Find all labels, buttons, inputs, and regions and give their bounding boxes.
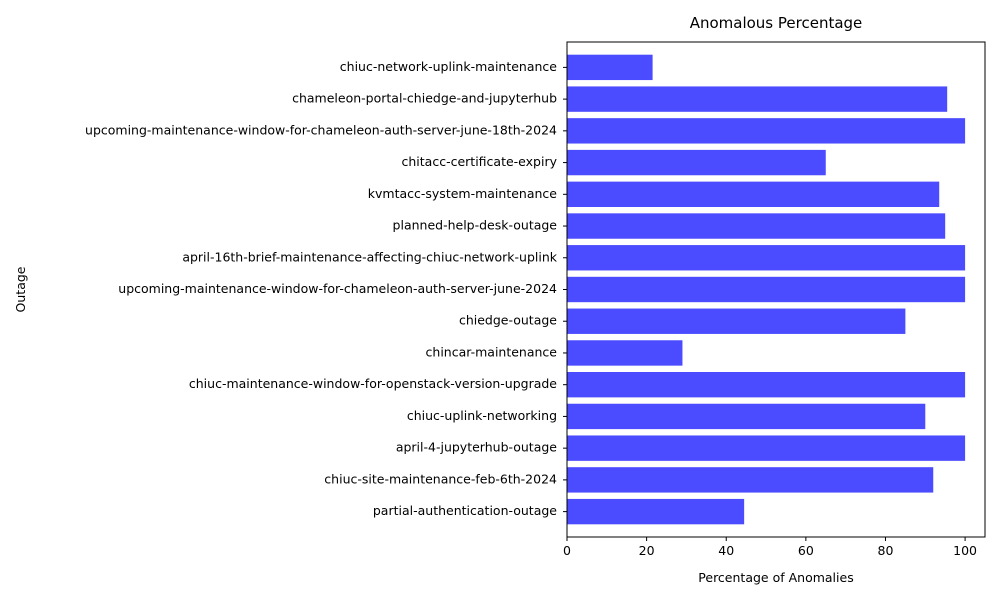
x-tick-label: 100	[953, 543, 977, 558]
y-tick-label: chiuc-network-uplink-maintenance	[340, 59, 558, 74]
y-tick-label: chincar-maintenance	[426, 344, 558, 359]
y-tick-label: planned-help-desk-outage	[393, 218, 558, 233]
bar-chiuc-site-maintenance-feb-6th-2024	[567, 467, 934, 493]
bar-chincar-maintenance	[567, 340, 683, 366]
y-tick-label: chiuc-site-maintenance-feb-6th-2024	[324, 471, 557, 486]
y-tick-label: april-16th-brief-maintenance-affecting-c…	[182, 249, 557, 264]
bar-chiedge-outage	[567, 308, 906, 334]
x-tick-label: 0	[563, 543, 571, 558]
y-tick-label: upcoming-maintenance-window-for-chameleo…	[85, 122, 557, 137]
bar-upcoming-maintenance-window-for-chameleon-auth-server-june-2024	[567, 276, 966, 303]
x-tick-label: 40	[718, 543, 734, 558]
y-tick-labels: partial-authentication-outage chiuc-site-…	[85, 59, 567, 518]
y-tick-label: chiuc-uplink-networking	[407, 408, 557, 423]
bar-chameleon-portal-chiedge-and-jupyterhub	[567, 86, 948, 112]
y-tick-label: april-4-jupyterhub-outage	[396, 440, 557, 455]
axes-frame	[566, 41, 986, 538]
bar-chiuc-network-uplink-maintenance	[567, 54, 653, 81]
x-axis-title: Percentage of Anomalies	[698, 570, 853, 585]
y-tick-label: upcoming-maintenance-window-for-chameleo…	[118, 281, 557, 296]
y-tick-label: chitacc-certificate-expiry	[402, 154, 558, 169]
bar-chiuc-maintenance-window-for-openstack-version-upgrade	[567, 372, 966, 398]
y-axis-title: Outage	[13, 266, 28, 312]
bar-chitacc-certificate-expiry	[567, 149, 826, 176]
chart-title: Anomalous Percentage	[690, 14, 863, 32]
y-tick-label: chiuc-maintenance-window-for-openstack-v…	[189, 376, 557, 391]
bar-upcoming-maintenance-window-for-chameleon-auth-server-june-18th-2024	[567, 118, 966, 144]
x-tick-label: 80	[878, 543, 894, 558]
y-tick-label: partial-authentication-outage	[373, 503, 557, 518]
plot-frame	[566, 41, 986, 538]
bar-planned-help-desk-outage	[567, 213, 946, 239]
bar-partial-authentication-outage	[567, 498, 745, 525]
bar-chiuc-uplink-networking	[567, 403, 926, 430]
y-tick-label: chiedge-outage	[459, 313, 557, 328]
bar-april-16th-brief-maintenance-affecting-chiuc-network-uplink	[567, 245, 966, 271]
y-tick-label: chameleon-portal-chiedge-and-jupyterhub	[292, 91, 557, 106]
x-ticks: 0 20 40 60 80 100	[563, 537, 977, 558]
x-tick-label: 20	[639, 543, 655, 558]
y-tick-label: kvmtacc-system-maintenance	[368, 186, 558, 201]
x-tick-label: 60	[798, 543, 814, 558]
bars-group	[567, 54, 966, 525]
bar-kvmtacc-system-maintenance	[567, 181, 940, 207]
bar-april-4-jupyterhub-outage	[567, 435, 966, 461]
